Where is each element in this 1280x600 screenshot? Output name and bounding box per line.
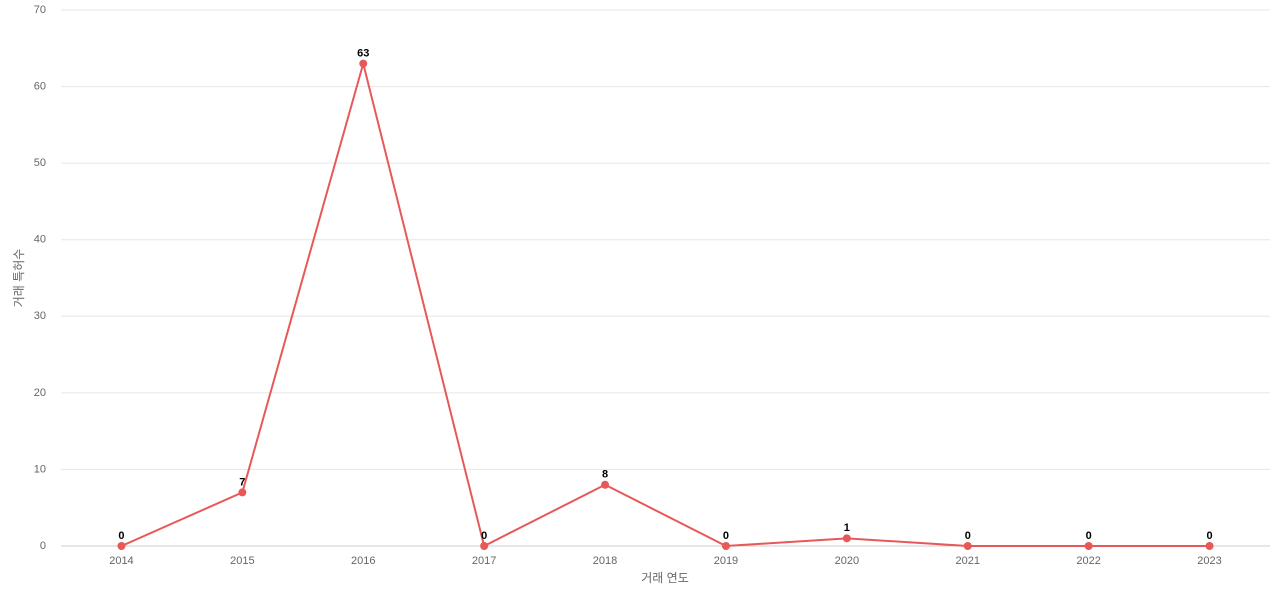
data-point [721,542,730,550]
x-tick-label: 2019 [714,555,738,567]
data-label: 1 [844,522,850,534]
x-tick-label: 2018 [593,555,617,567]
y-axis-title: 거래 특허수 [12,249,26,308]
x-tick-label: 2016 [351,555,375,567]
data-label: 0 [965,530,971,542]
data-label: 0 [723,530,729,542]
x-tick-label: 2017 [472,555,496,567]
data-line [121,59,1210,548]
data-point [359,59,368,68]
x-tick-label: 2023 [1197,555,1221,567]
y-tick-label: 10 [34,463,46,475]
y-tick-label: 20 [34,387,46,399]
data-point [842,534,851,543]
y-tick-label: 70 [34,4,46,16]
data-point [963,542,972,550]
y-tick-label: 30 [34,310,46,322]
data-point [480,542,489,550]
data-point [117,542,126,550]
data-label: 0 [1086,530,1092,542]
data-point [238,488,247,497]
data-label: 8 [602,469,608,481]
x-tick-label: 2015 [230,555,254,567]
y-tick-label: 60 [34,80,46,92]
x-tick-label: 2022 [1076,555,1100,567]
data-label: 7 [239,476,245,488]
x-tick-label: 2021 [956,555,980,567]
y-tick-label: 0 [40,540,46,552]
x-axis-title: 거래 연도 [641,571,689,585]
y-tick-label: 40 [34,234,46,246]
data-point [601,480,610,489]
data-point [1205,542,1214,550]
data-label: 0 [1206,530,1212,542]
data-point [1084,542,1093,550]
x-tick-label: 2014 [109,555,133,567]
y-tick-label: 50 [34,157,46,169]
data-label: 0 [481,530,487,542]
data-label: 0 [118,530,124,542]
data-label: 63 [357,48,369,60]
x-tick-label: 2020 [835,555,859,567]
